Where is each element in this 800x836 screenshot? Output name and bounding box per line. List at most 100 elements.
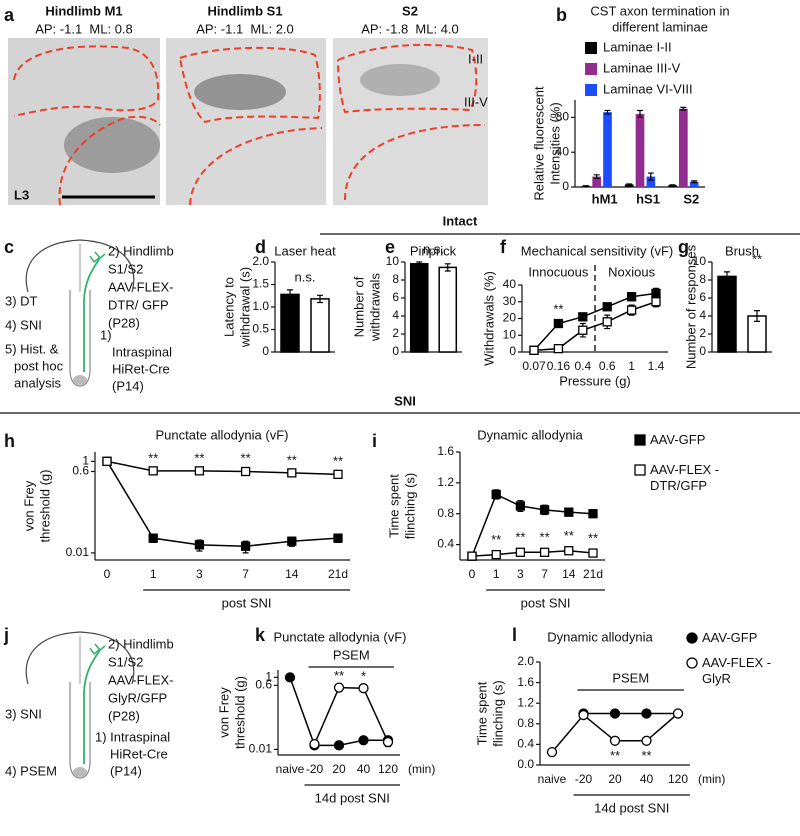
y-tick-label: 0 [392, 344, 399, 358]
x-tick-label: 0.4 [574, 359, 591, 373]
error-bar [754, 310, 760, 322]
significance: ** [752, 251, 762, 266]
y-axis-label: flinching (s) [402, 473, 417, 539]
y-axis-label: Number of [351, 276, 366, 337]
y-tick-label: 80 [556, 110, 570, 124]
significance: ** [641, 748, 651, 763]
x-tick-label: 0.07 [522, 359, 546, 373]
data-point [194, 466, 205, 476]
y-axis-label: Number of responses [683, 244, 698, 369]
y-tick-label: 8 [699, 272, 706, 286]
error-bar [317, 294, 323, 304]
data-point [553, 318, 564, 329]
y-axis-label: flinching (s) [490, 680, 505, 746]
y-axis-label: withdrawal (s) [237, 267, 252, 348]
schematic [25, 631, 135, 779]
series-line [106, 460, 339, 547]
series-line [313, 686, 389, 745]
data-point [578, 312, 588, 322]
y-tick-label: 0.5 [252, 322, 269, 336]
image-coordinates: AP: -1.1 ML: 2.0 [196, 21, 294, 36]
data-point [287, 468, 297, 478]
significance: ** [564, 528, 574, 543]
error-bar [287, 289, 293, 300]
chart-title: Dynamic allodynia [477, 427, 583, 442]
x-axis-unit: (min) [698, 772, 725, 786]
bar [310, 298, 330, 353]
series-line [471, 549, 594, 557]
y-tick-label: 8 [392, 272, 399, 286]
data-point [194, 540, 205, 550]
bar [624, 184, 634, 187]
y-tick-label: 0 [262, 344, 269, 358]
chart-title: Dynamic allodynia [547, 629, 653, 644]
legend-label: Laminae VI-VIII [603, 81, 693, 96]
y-tick-label: 40 [503, 277, 517, 291]
y-tick-label: 0.8 [517, 716, 534, 730]
legend-marker [634, 434, 646, 446]
y-tick-label: 0 [699, 344, 706, 358]
schematic-label: 2) Hindlimb [108, 243, 174, 258]
significance: ** [333, 454, 343, 469]
y-tick-label: 1 [82, 454, 89, 468]
x-tick-label: 20 [608, 772, 622, 786]
data-point [467, 551, 477, 561]
data-point [148, 533, 158, 543]
y-axis-label: threshold (g) [37, 470, 52, 543]
y-axis-label: Intensities (%) [547, 102, 562, 184]
series-line [533, 292, 657, 351]
error-bar [582, 185, 589, 188]
y-tick-label: 10 [386, 254, 400, 268]
y-tick-label: 0.4 [517, 737, 534, 751]
bar [717, 275, 737, 353]
y-tick-label: 4 [699, 308, 706, 322]
y-tick-label: 0.4 [437, 537, 454, 551]
schematic-label: 3) DT [5, 293, 38, 308]
data-point [553, 343, 564, 354]
error-bar [647, 172, 654, 181]
data-point [491, 549, 501, 560]
bar [280, 293, 300, 353]
schematic-label: 1) [100, 327, 112, 342]
error-bar [724, 271, 730, 282]
data-point [309, 739, 320, 750]
data-point [609, 708, 621, 719]
schematic-label: 4) SNI [5, 317, 42, 332]
bar [592, 176, 601, 187]
y-axis-label: withdrawals [367, 273, 382, 342]
data-point [284, 672, 296, 683]
error-bar [637, 109, 643, 118]
significance: ** [515, 530, 525, 545]
x-axis-label: post SNI [521, 595, 571, 610]
legend-label: Laminae III-V [603, 60, 681, 75]
x-tick-label: 14 [562, 567, 576, 581]
region-label: Innocuous [528, 264, 588, 279]
data-point [564, 546, 574, 556]
y-tick-label: 0.6 [255, 678, 272, 692]
bar [635, 113, 645, 187]
x-tick-label: 21d [583, 567, 603, 581]
schematic-label: HiRet-Cre [110, 746, 168, 761]
legend-marker [634, 464, 646, 476]
region-label: Noxious [608, 264, 655, 279]
legend-label: Laminae I-II [603, 39, 672, 54]
x-tick-label: 1 [150, 567, 157, 581]
y-axis-label: Time spent [474, 681, 489, 745]
y-tick-label: 40 [556, 144, 570, 158]
data-point [539, 547, 550, 557]
data-point [588, 509, 598, 519]
data-point [609, 735, 621, 746]
data-point [641, 735, 652, 746]
y-axis-label: threshold (g) [232, 676, 247, 749]
y-tick-label: 1.2 [517, 695, 534, 709]
x-tick-label: 1 [493, 567, 500, 581]
chart-title: Mechanical sensitivity (vF) [521, 243, 673, 258]
chart-title: Brush [725, 243, 759, 258]
data-point [491, 489, 501, 500]
series-line [106, 460, 339, 476]
y-tick-label: 1.6 [517, 675, 534, 689]
y-axis-label: von Frey [216, 687, 231, 738]
x-tick-label: 0 [469, 567, 476, 581]
y-tick-label: 2.0 [517, 654, 534, 668]
x-tick-label: 40 [357, 762, 371, 776]
